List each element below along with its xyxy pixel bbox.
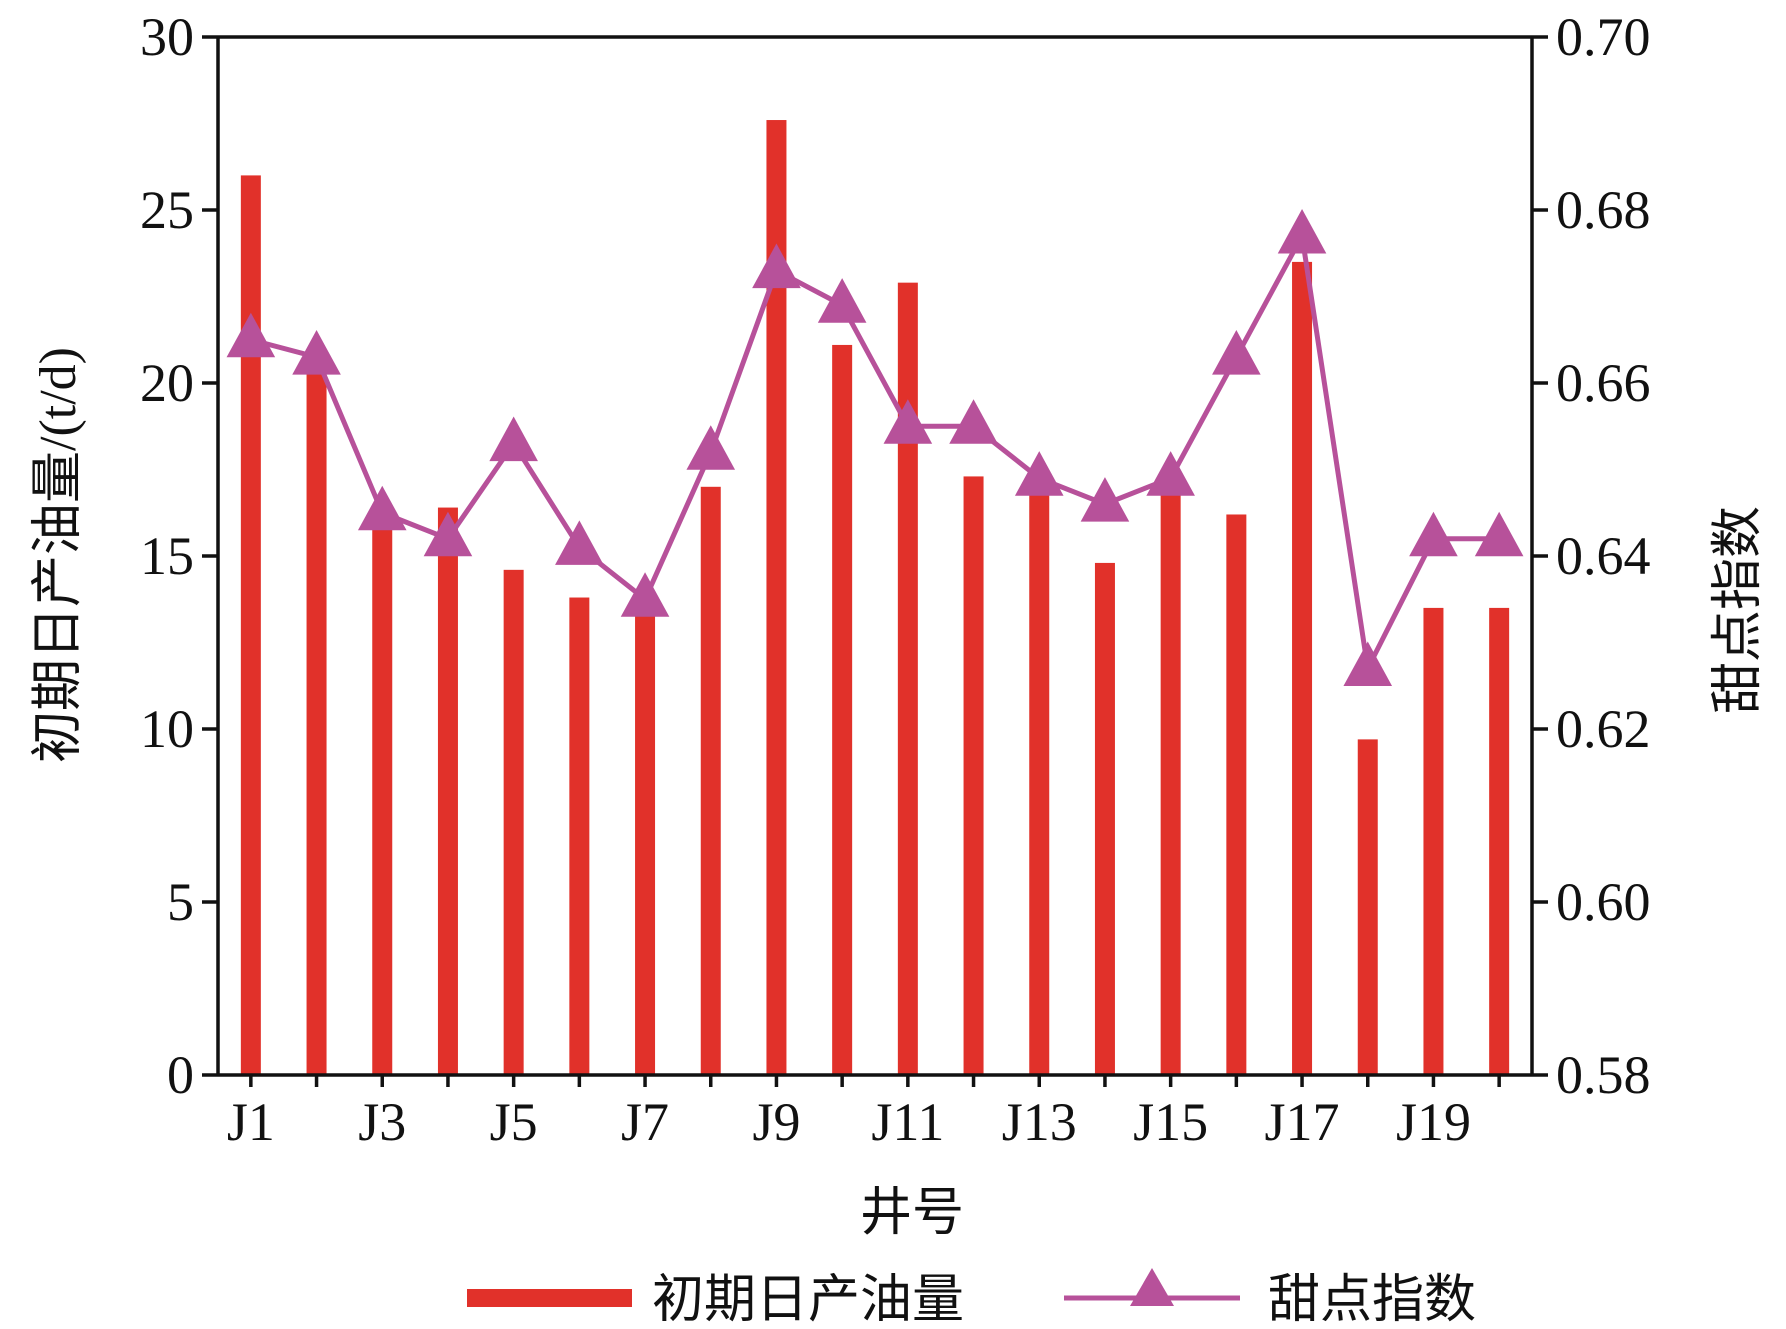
x-tick-label: J13 — [1002, 1092, 1077, 1152]
bar-J16 — [1226, 514, 1247, 1075]
x-tick-label: J5 — [490, 1092, 538, 1152]
marker-J19 — [1409, 511, 1458, 557]
left-axis-ticks: 0 5 10 15 20 25 30 — [140, 7, 218, 1105]
x-tick-label: J15 — [1133, 1092, 1208, 1152]
marker-J16 — [1212, 330, 1261, 375]
x-tick-label: J17 — [1265, 1092, 1340, 1152]
bar-J7 — [635, 614, 656, 1075]
marker-J15 — [1146, 451, 1195, 496]
marker-J8 — [686, 425, 736, 470]
marker-J13 — [1014, 451, 1064, 496]
marker-J20 — [1474, 511, 1524, 557]
x-tick-label: J7 — [621, 1092, 669, 1152]
bar-J5 — [503, 569, 524, 1075]
x-tick-label: J19 — [1396, 1092, 1471, 1152]
right-axis-ticks: 0.58 0.60 0.62 0.64 0.66 0.68 0.70 — [1532, 7, 1651, 1105]
left-tick-label: 30 — [140, 7, 194, 67]
marker-J2 — [292, 330, 341, 375]
x-tick-label: J11 — [871, 1092, 944, 1152]
bar-J3 — [372, 528, 393, 1075]
marker-J10 — [817, 278, 867, 323]
marker-J1 — [226, 312, 276, 358]
bar-J9 — [766, 120, 787, 1076]
bar-J12 — [963, 476, 984, 1075]
marker-J12 — [949, 399, 998, 444]
legend: 初期日产油量 甜点指数 — [467, 1268, 1476, 1329]
marker-J6 — [555, 520, 604, 565]
bar-J18 — [1357, 739, 1378, 1075]
left-tick-label: 25 — [140, 180, 194, 240]
right-tick-label: 0.60 — [1556, 872, 1651, 932]
marker-J18 — [1343, 641, 1393, 686]
line-series — [226, 208, 1524, 686]
bar-J8 — [700, 486, 721, 1075]
marker-J14 — [1080, 477, 1130, 522]
bar-J20 — [1489, 607, 1510, 1075]
left-tick-label: 15 — [140, 526, 194, 586]
bar-J19 — [1423, 607, 1444, 1075]
x-tick-label: J9 — [752, 1092, 800, 1152]
x-axis-ticks: J1 J3 J5 J7 J9 J11 J13 J15 J17 J19 — [227, 1075, 1501, 1152]
right-tick-label: 0.64 — [1556, 526, 1651, 586]
right-axis-title: 甜点指数 — [1710, 506, 1767, 714]
bar-J1 — [240, 175, 261, 1075]
right-tick-label: 0.62 — [1556, 699, 1651, 759]
right-tick-label: 0.68 — [1556, 180, 1651, 240]
bar-J11 — [897, 282, 918, 1075]
legend-bar-swatch — [467, 1289, 632, 1307]
marker-J7 — [620, 572, 670, 617]
left-axis-title: 初期日产油量/(t/d) — [30, 347, 87, 763]
legend-label-line: 甜点指数 — [1268, 1272, 1476, 1329]
left-tick-label: 0 — [167, 1045, 194, 1105]
x-tick-label: J1 — [227, 1092, 275, 1152]
marker-J11 — [883, 399, 933, 444]
x-tick-label: J3 — [358, 1092, 406, 1152]
marker-J4 — [423, 511, 473, 557]
left-tick-label: 5 — [167, 872, 194, 932]
bar-J6 — [569, 597, 590, 1075]
right-tick-label: 0.58 — [1556, 1045, 1651, 1105]
bar-J14 — [1094, 562, 1115, 1075]
marker-J9 — [752, 243, 801, 289]
bar-J2 — [306, 372, 327, 1075]
marker-J5 — [489, 416, 538, 462]
right-tick-label: 0.70 — [1556, 7, 1651, 67]
bar-series — [240, 120, 1510, 1076]
x-axis-title: 井号 — [860, 1185, 964, 1242]
bar-J17 — [1292, 261, 1313, 1075]
bar-J13 — [1029, 483, 1050, 1076]
axes — [216, 35, 1534, 1077]
sweet-spot-line — [250, 228, 1500, 677]
marker-J17 — [1277, 208, 1327, 254]
bar-J4 — [437, 507, 458, 1075]
bar-J10 — [832, 344, 853, 1075]
bar-J15 — [1160, 493, 1181, 1076]
marker-J3 — [357, 485, 407, 531]
left-tick-label: 20 — [140, 353, 194, 413]
right-tick-label: 0.66 — [1556, 353, 1651, 413]
legend-label-bar: 初期日产油量 — [652, 1272, 964, 1329]
legend-triangle-marker — [1130, 1268, 1174, 1306]
left-tick-label: 10 — [140, 699, 194, 759]
